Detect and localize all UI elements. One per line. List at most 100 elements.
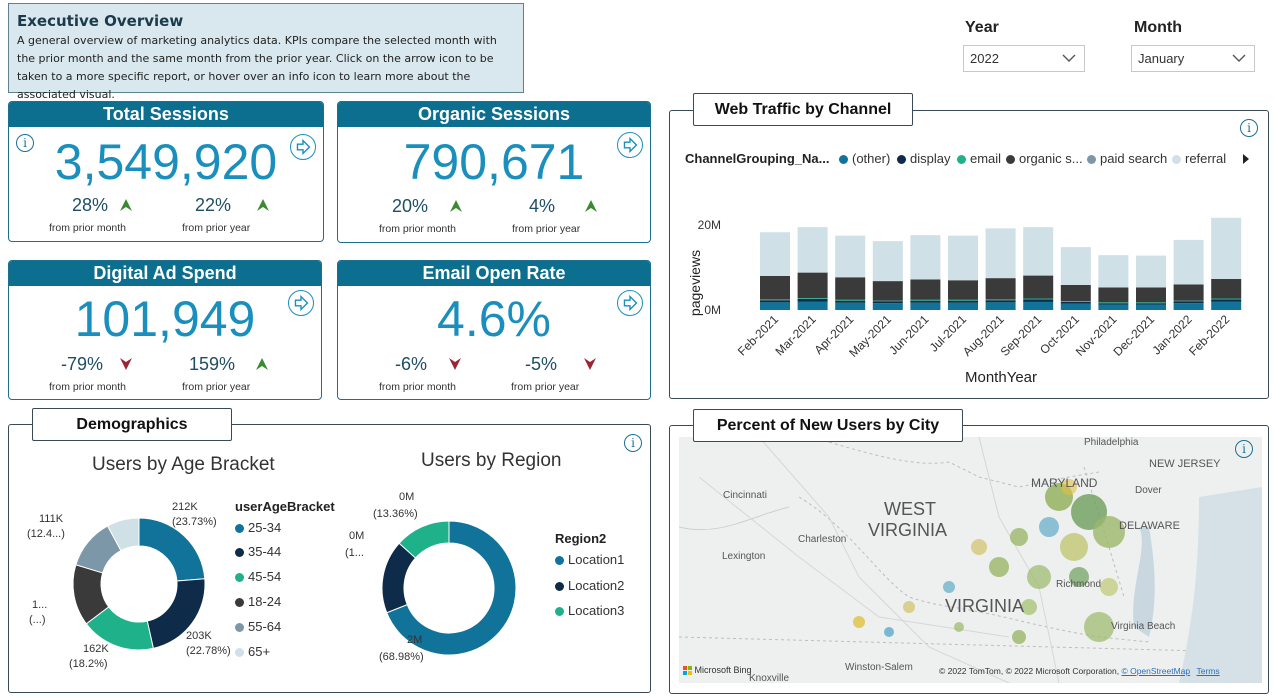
bar-Dec-2021-(other)[interactable] bbox=[1136, 304, 1166, 310]
bar-Jun-2021-organic s...[interactable] bbox=[910, 279, 941, 300]
bar-Jul-2021-(other)[interactable] bbox=[948, 302, 978, 310]
bar-Nov-2021-email[interactable] bbox=[1098, 302, 1129, 304]
slice-location3[interactable] bbox=[398, 520, 450, 559]
terms-link[interactable]: Terms bbox=[1196, 666, 1220, 676]
bar-Oct-2021-(other)[interactable] bbox=[1060, 303, 1091, 310]
bar-May-2021-(other)[interactable] bbox=[872, 303, 903, 310]
info-icon[interactable]: i bbox=[1235, 440, 1253, 458]
map-canvas[interactable]: Philadelphia NEW JERSEY Cincinnati MARYL… bbox=[679, 437, 1262, 683]
bar-Oct-2021-referral[interactable] bbox=[1060, 247, 1091, 285]
bar-Jul-2021-organic s...[interactable] bbox=[948, 280, 978, 300]
bar-Sep-2021-organic s...[interactable] bbox=[1023, 275, 1054, 299]
bar-Apr-2021-(other)[interactable] bbox=[835, 302, 866, 310]
legend-next-icon[interactable] bbox=[1241, 153, 1251, 165]
bar-Dec-2021-organic s...[interactable] bbox=[1136, 287, 1166, 303]
bar-Feb-2021-referral[interactable] bbox=[760, 232, 790, 276]
bar-Apr-2021-organic s...[interactable] bbox=[835, 277, 866, 300]
bar-Sep-2021-referral[interactable] bbox=[1023, 227, 1054, 276]
bar-Jun-2021-display[interactable] bbox=[910, 300, 941, 303]
region-legend-location2[interactable]: Location2 bbox=[555, 578, 624, 593]
bar-Mar-2021-email[interactable] bbox=[797, 298, 828, 299]
bar-Feb-2022-(other)[interactable] bbox=[1211, 301, 1242, 311]
place-richmond: Richmond bbox=[1056, 579, 1101, 590]
bar-Oct-2021-email[interactable] bbox=[1060, 301, 1091, 302]
bar-Jan-2022-(other)[interactable] bbox=[1173, 303, 1204, 310]
bar-Dec-2021-referral[interactable] bbox=[1136, 255, 1166, 288]
bar-Feb-2021-display[interactable] bbox=[760, 300, 790, 303]
bar-Jul-2021-referral[interactable] bbox=[948, 235, 978, 281]
bar-Apr-2021-email[interactable] bbox=[835, 299, 866, 301]
region-legend-location3[interactable]: Location3 bbox=[555, 603, 624, 618]
bar-Jul-2021-display[interactable] bbox=[948, 300, 978, 303]
bar-Feb-2022-referral[interactable] bbox=[1211, 217, 1242, 279]
bar-Aug-2021-referral[interactable] bbox=[985, 228, 1016, 279]
age-legend-25-34[interactable]: 25-34 bbox=[235, 520, 281, 535]
bar-Jan-2022-referral[interactable] bbox=[1173, 239, 1204, 285]
bar-Dec-2021-display[interactable] bbox=[1136, 303, 1166, 305]
age-legend-65[interactable]: 65+ bbox=[235, 644, 270, 659]
bar-Sep-2021-display[interactable] bbox=[1023, 299, 1054, 302]
year-dropdown[interactable]: 2022 bbox=[963, 45, 1085, 72]
arrow-right-icon[interactable] bbox=[617, 132, 643, 158]
bar-Nov-2021-organic s...[interactable] bbox=[1098, 287, 1129, 303]
arrow-right-icon[interactable] bbox=[288, 290, 314, 316]
arrow-right-icon[interactable] bbox=[617, 290, 643, 316]
bar-Jan-2022-email[interactable] bbox=[1173, 300, 1204, 302]
bar-Aug-2021-(other)[interactable] bbox=[985, 302, 1016, 310]
bar-Feb-2021-organic s...[interactable] bbox=[760, 276, 790, 300]
legend-item-paid-search[interactable]: paid search bbox=[1087, 151, 1167, 166]
bar-Jun-2021-(other)[interactable] bbox=[910, 302, 941, 310]
bar-Jan-2022-display[interactable] bbox=[1173, 301, 1204, 304]
bar-Mar-2021-referral[interactable] bbox=[797, 227, 828, 273]
bar-Nov-2021-referral[interactable] bbox=[1098, 255, 1129, 288]
bar-May-2021-display[interactable] bbox=[872, 301, 903, 304]
region-legend-location1[interactable]: Location1 bbox=[555, 552, 624, 567]
bar-Oct-2021-display[interactable] bbox=[1060, 301, 1091, 304]
map-svg: Philadelphia NEW JERSEY Cincinnati MARYL… bbox=[679, 437, 1262, 683]
bar-Jun-2021-email[interactable] bbox=[910, 299, 941, 301]
bar-Mar-2021-organic s...[interactable] bbox=[797, 272, 828, 299]
arrow-right-icon[interactable] bbox=[290, 134, 316, 160]
bar-Nov-2021-display[interactable] bbox=[1098, 303, 1129, 305]
x-tick-label: Jun-2021 bbox=[886, 312, 932, 358]
bar-Jan-2022-organic s...[interactable] bbox=[1173, 284, 1204, 301]
slice-65+[interactable] bbox=[106, 517, 140, 552]
legend-item-referral[interactable]: referral bbox=[1172, 151, 1226, 166]
osm-link[interactable]: © OpenStreetMap bbox=[1121, 666, 1191, 676]
info-icon[interactable]: i bbox=[16, 134, 34, 152]
age-legend-35-44[interactable]: 35-44 bbox=[235, 544, 281, 559]
bar-May-2021-organic s...[interactable] bbox=[872, 281, 903, 301]
bar-Feb-2021-email[interactable] bbox=[760, 299, 790, 301]
age-legend-45-54[interactable]: 45-54 bbox=[235, 569, 281, 584]
month-dropdown[interactable]: January bbox=[1131, 45, 1255, 72]
bar-Jul-2021-email[interactable] bbox=[948, 299, 978, 301]
bar-Aug-2021-organic s...[interactable] bbox=[985, 278, 1016, 300]
age-legend-18-24[interactable]: 18-24 bbox=[235, 594, 281, 609]
bar-Apr-2021-referral[interactable] bbox=[835, 235, 866, 278]
legend-item-display[interactable]: display bbox=[897, 151, 950, 166]
bar-Feb-2022-email[interactable] bbox=[1211, 298, 1242, 300]
bar-Sep-2021-email[interactable] bbox=[1023, 298, 1054, 300]
bar-Dec-2021-email[interactable] bbox=[1136, 302, 1166, 304]
age-legend-55-64[interactable]: 55-64 bbox=[235, 619, 281, 634]
legend-item-organic[interactable]: organic s... bbox=[1006, 151, 1083, 166]
info-icon[interactable]: i bbox=[1240, 119, 1258, 137]
bar-Oct-2021-organic s...[interactable] bbox=[1060, 284, 1091, 302]
bar-Feb-2022-display[interactable] bbox=[1211, 299, 1242, 302]
slice-location1[interactable] bbox=[386, 520, 517, 656]
bar-Apr-2021-display[interactable] bbox=[835, 300, 866, 303]
bar-Aug-2021-email[interactable] bbox=[985, 299, 1016, 301]
bar-Aug-2021-display[interactable] bbox=[985, 300, 1016, 303]
legend-item-email[interactable]: email bbox=[957, 151, 1001, 166]
info-icon[interactable]: i bbox=[624, 434, 642, 452]
bar-May-2021-referral[interactable] bbox=[872, 241, 903, 282]
bar-Jun-2021-referral[interactable] bbox=[910, 235, 941, 280]
bar-Sep-2021-(other)[interactable] bbox=[1023, 301, 1054, 310]
bar-May-2021-email[interactable] bbox=[872, 300, 903, 302]
bar-Mar-2021-display[interactable] bbox=[797, 298, 828, 302]
bar-Mar-2021-(other)[interactable] bbox=[797, 301, 828, 311]
bar-Feb-2022-organic s...[interactable] bbox=[1211, 278, 1242, 299]
bar-Feb-2021-(other)[interactable] bbox=[760, 302, 790, 310]
legend-item-other[interactable]: (other) bbox=[839, 151, 890, 166]
bar-Nov-2021-(other)[interactable] bbox=[1098, 304, 1129, 310]
